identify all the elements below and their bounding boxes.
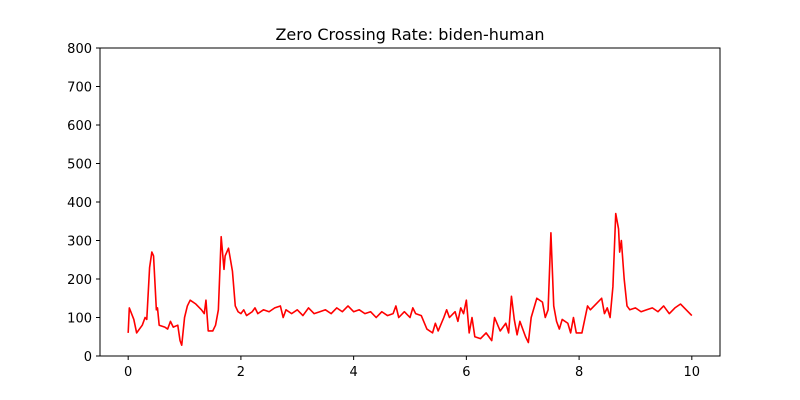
plot-frame: [99, 47, 721, 357]
y-tick-label: 700: [67, 81, 92, 96]
line: [127, 212, 693, 347]
x-tick-label: 6: [462, 365, 470, 380]
y-tick-label: 500: [67, 158, 92, 173]
x-tick-label: 2: [237, 365, 245, 380]
y-tick-label: 400: [67, 196, 92, 211]
y-tick-label: 200: [67, 273, 92, 288]
y-tick-label: 600: [67, 119, 92, 134]
x-tick-label: 8: [575, 365, 583, 380]
chart-title: Zero Crossing Rate: biden-human: [275, 25, 544, 44]
y-tick-label: 800: [67, 42, 92, 57]
y-tick-label: 0: [84, 350, 92, 365]
x-tick-label: 10: [684, 365, 701, 380]
y-tick-label: 300: [67, 235, 92, 250]
x-tick-label: 4: [349, 365, 357, 380]
x-tick-label: 0: [124, 365, 132, 380]
y-tick-label: 100: [67, 312, 92, 327]
